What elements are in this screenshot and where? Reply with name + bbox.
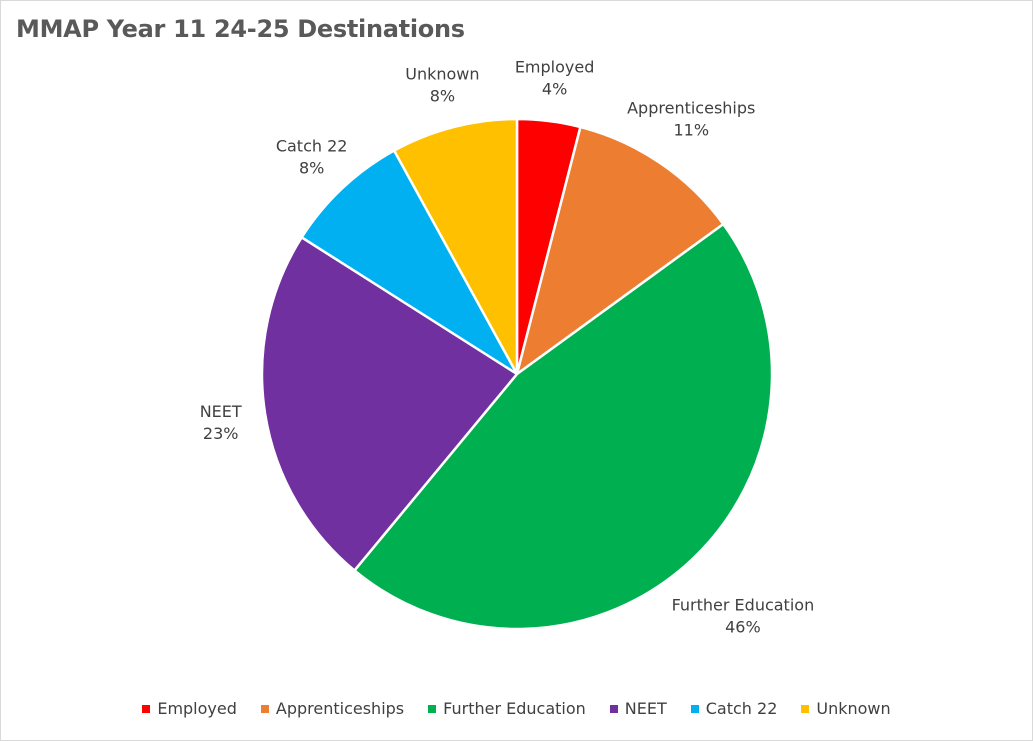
data-label-employed: Employed 4% [515,57,595,98]
data-label-apprenticeships: Apprenticeships 11% [627,99,755,140]
pie-slice-further-education [352,222,774,631]
legend-swatch-neet [609,704,618,713]
legend-swatch-apprenticeships [260,704,269,713]
legend-label-unknown: Unknown [816,699,891,718]
pie-slice-unknown [392,117,519,375]
legend-item-neet: NEET [609,699,667,718]
legend: Employed Apprenticeships Further Educati… [1,699,1032,718]
chart-title: MMAP Year 11 24-25 Destinations [16,15,465,43]
legend-item-apprenticeships: Apprenticeships [260,699,405,718]
legend-swatch-unknown [801,704,810,713]
legend-label-apprenticeships: Apprenticeships [275,699,405,718]
legend-item-unknown: Unknown [801,699,891,718]
legend-item-employed: Employed [142,699,237,718]
pie-slice-neet [260,235,519,573]
legend-label-neet: NEET [624,699,667,718]
pie-slices [260,117,774,631]
legend-label-employed: Employed [157,699,237,718]
pie-labels: Employed 4% Apprenticeships 11% Further Educ… [200,57,815,636]
legend-swatch-employed [142,704,151,713]
legend-swatch-catch-22 [690,704,699,713]
legend-label-catch-22: Catch 22 [705,699,778,718]
legend-item-catch-22: Catch 22 [690,699,778,718]
data-label-unknown: Unknown 8% [405,64,479,105]
data-label-catch-22: Catch 22 8% [276,136,348,177]
data-label-further-education: Further Education 46% [672,596,815,637]
legend-swatch-further-education [428,704,437,713]
legend-label-further-education: Further Education [443,699,586,718]
legend-item-further-education: Further Education [428,699,586,718]
data-label-neet: NEET 23% [200,402,242,443]
pie-slice-catch-22 [299,148,519,376]
pie-slice-apprenticeships [514,125,726,378]
